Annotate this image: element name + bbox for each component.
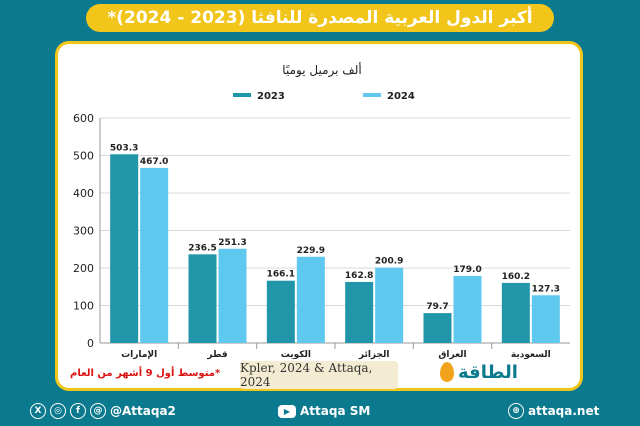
- legend-swatch-2023: [233, 93, 251, 97]
- data-label: 467.0: [140, 157, 168, 167]
- bar-2024: [140, 167, 169, 343]
- data-label: 79.7: [426, 302, 448, 312]
- data-label: 127.3: [532, 284, 560, 294]
- x-tick-label: العراق: [438, 350, 466, 360]
- y-tick-label: 200: [73, 262, 94, 275]
- bar-2023: [501, 282, 530, 343]
- data-label: 236.5: [188, 243, 216, 253]
- at-icon: @: [90, 403, 106, 419]
- y-tick-label: 500: [73, 150, 94, 163]
- youtube-icon[interactable]: ▶: [278, 404, 296, 418]
- y-tick-label: 400: [73, 187, 94, 200]
- bar-2023: [110, 154, 139, 343]
- y-tick-label: 0: [87, 337, 94, 350]
- footer-bar: X ◎ f @ @Attaqa2 ▶ Attaqa SM ⊕ attaqa.ne…: [0, 396, 640, 426]
- globe-icon: ⊕: [508, 403, 524, 419]
- bar-2024: [375, 267, 404, 343]
- data-label: 179.0: [453, 265, 481, 275]
- bar-2024: [218, 248, 247, 343]
- website-link[interactable]: attaqa.net: [528, 404, 600, 418]
- footnote: *متوسط أول 9 أشهر من العام: [70, 368, 221, 379]
- data-label: 166.1: [267, 270, 295, 280]
- bar-2023: [345, 281, 374, 343]
- legend-label-2023: 2023: [257, 91, 285, 102]
- legend-swatch-2024: [363, 93, 381, 97]
- x-tick-label: الجزائر: [358, 350, 390, 360]
- chart-subtitle: ألف برميل يوميًا: [282, 62, 361, 78]
- bar-2023: [188, 254, 217, 343]
- x-tick-label: الإمارات: [121, 350, 157, 360]
- data-label: 160.2: [502, 272, 530, 282]
- youtube-handle[interactable]: Attaqa SM: [300, 404, 371, 418]
- data-label: 162.8: [345, 271, 373, 281]
- bar-chart: ألف برميل يوميًا 2023 2024 0 100 200 300 400 500…: [73, 62, 570, 360]
- bar-2024: [531, 295, 560, 343]
- website-group: ⊕ attaqa.net: [508, 403, 599, 419]
- chart-card: ألف برميل يوميًا 2023 2024 0 100 200 300 400 500…: [55, 41, 583, 391]
- brand-name: الطاقة: [458, 361, 518, 383]
- social-handle[interactable]: @Attaqa2: [110, 404, 176, 418]
- source-label: Kpler, 2024 & Attaqa, 2024: [240, 361, 398, 389]
- x-icon[interactable]: X: [30, 403, 46, 419]
- social-group: X ◎ f @ @Attaqa2: [30, 403, 176, 419]
- y-tick-label: 300: [73, 225, 94, 238]
- page-title: أكبر الدول العربية المصدرة للنافثا (2023…: [116, 8, 533, 28]
- title-asterisk: *: [107, 8, 117, 28]
- x-tick-label: السعودية: [511, 350, 551, 360]
- data-label: 200.9: [375, 257, 403, 267]
- x-tick-label: الكويت: [281, 350, 311, 360]
- instagram-icon[interactable]: ◎: [50, 403, 66, 419]
- x-tick-label: قطر: [206, 350, 227, 360]
- facebook-icon[interactable]: f: [70, 403, 86, 419]
- y-tick-label: 100: [73, 300, 94, 313]
- bar-2024: [296, 256, 325, 343]
- data-label: 251.3: [218, 238, 246, 248]
- bar-2023: [423, 313, 452, 343]
- oil-drop-icon: [440, 362, 454, 382]
- youtube-group: ▶ Attaqa SM: [278, 404, 370, 418]
- chart-title-bar: * أكبر الدول العربية المصدرة للنافثا (20…: [86, 4, 554, 32]
- bar-2024: [453, 275, 482, 343]
- y-tick-label: 600: [73, 112, 94, 125]
- data-label: 229.9: [297, 246, 325, 256]
- legend-label-2024: 2024: [387, 91, 415, 102]
- bar-2023: [266, 280, 295, 343]
- brand-logo: الطاقة: [440, 357, 518, 387]
- data-label: 503.3: [110, 143, 138, 153]
